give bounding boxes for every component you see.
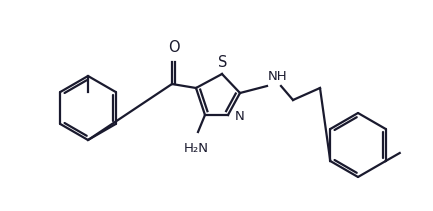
- Text: H₂N: H₂N: [184, 142, 209, 155]
- Text: O: O: [168, 40, 179, 55]
- Text: S: S: [218, 55, 228, 70]
- Text: N: N: [235, 110, 245, 123]
- Text: NH: NH: [268, 70, 288, 83]
